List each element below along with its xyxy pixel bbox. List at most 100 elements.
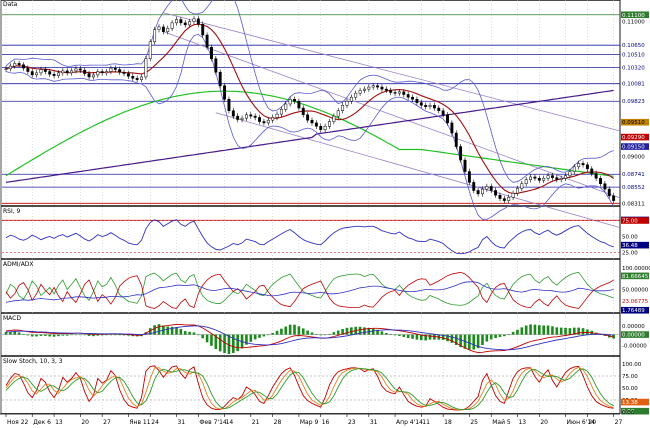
candle-body	[537, 178, 541, 181]
macd-hist-bar	[201, 334, 205, 339]
macd-hist-bar	[319, 334, 323, 336]
candle-body	[262, 121, 266, 124]
candle-body	[126, 73, 130, 77]
macd-hist-bar	[9, 331, 12, 335]
x-tick-label-7: 31	[177, 419, 185, 426]
price-tag-1: 0.11000	[622, 20, 645, 26]
macd-hist-bar	[446, 334, 449, 342]
rsi-tag-1: 50.00	[622, 235, 638, 241]
macd-hist-bar	[214, 334, 218, 349]
candle-body	[78, 68, 82, 71]
adx-tag-2: 50.00000	[622, 288, 649, 294]
candle-body	[577, 163, 581, 168]
macd-hist-bar	[26, 334, 30, 336]
macd-hist-bar	[306, 330, 309, 335]
macd-hist-bar	[538, 325, 541, 335]
rsi-panel: RSI, 9 75.00 50.00 36.48 25.00	[2, 208, 649, 257]
candle-body	[319, 126, 323, 130]
macd-hist-bar	[148, 328, 152, 335]
macd-hist-bar	[4, 331, 8, 335]
macd-hist-bar	[183, 331, 187, 335]
candle-body	[585, 164, 589, 170]
macd-hist-bar	[559, 327, 563, 335]
candle-body	[57, 72, 60, 76]
macd-hist-bar	[232, 334, 235, 354]
stoch-series-0	[5, 365, 614, 411]
candle-body	[428, 105, 432, 107]
candle-body	[61, 70, 65, 74]
adx-series-1	[5, 271, 614, 309]
candle-body	[279, 109, 283, 115]
candle-body	[249, 114, 253, 117]
candle-body	[17, 63, 21, 66]
macd-hist-bar	[376, 329, 379, 335]
price-tag-2: 0.10650	[622, 43, 645, 49]
macd-hist-bar	[179, 328, 183, 335]
macd-hist-bar	[245, 334, 248, 345]
x-tick-label-25: 27	[615, 419, 623, 426]
price-tag-9-bg	[621, 143, 649, 150]
candle-body	[341, 105, 345, 111]
candle-body	[39, 69, 43, 74]
candle-body	[253, 115, 257, 118]
candle-body	[22, 64, 25, 69]
price-tag-7-bg	[621, 118, 649, 126]
candle-body	[105, 71, 108, 74]
candle-body	[424, 105, 428, 107]
macd-hist-bar	[345, 327, 349, 335]
macd-hist-bar	[328, 334, 331, 335]
macd-hist-bar	[533, 324, 537, 335]
x-tick-label-2: 13	[55, 419, 63, 426]
adx-tag-3: 23.06775	[622, 299, 649, 305]
macd-hist-bar	[74, 334, 78, 336]
macd-hist-bar	[406, 334, 410, 339]
macd-hist-bar	[472, 334, 476, 350]
macd-hist-bar	[524, 325, 528, 335]
price-tag-10: 0.09000	[622, 155, 645, 161]
macd-hist-bar	[153, 325, 156, 335]
macd-hist-bar	[398, 334, 401, 336]
candle-body	[275, 113, 279, 118]
candle-body	[122, 71, 126, 74]
macd-hist-bar	[297, 326, 301, 335]
candle-body	[520, 183, 524, 189]
macd-hist-bar	[516, 329, 519, 335]
macd-hist-bar	[210, 334, 213, 346]
macd-hist-bar	[52, 334, 56, 337]
adx-panel: ADMI/ADX 100.00000 81.66645 50.00000 23.0677…	[3, 261, 650, 314]
candle-body	[607, 188, 611, 197]
candle-body	[271, 117, 275, 121]
x-tick-label-6: 24	[151, 419, 159, 426]
candle-body	[144, 58, 148, 78]
candle-body	[568, 171, 572, 176]
candle-body	[481, 188, 484, 195]
macd-hist-bar	[262, 334, 266, 337]
candle-body	[367, 86, 371, 90]
candle-body	[113, 67, 117, 70]
price-tag-0: 0.11100	[622, 13, 645, 19]
macd-hist-bar	[358, 326, 362, 335]
macd-hist-bar	[310, 332, 314, 335]
candle-body	[603, 183, 607, 190]
trend-channel-upper	[163, 12, 621, 132]
candle-body	[590, 168, 594, 174]
candle-body	[188, 21, 192, 26]
candle-body	[8, 65, 12, 70]
candle-body	[328, 121, 331, 127]
candle-body	[227, 98, 231, 111]
price-tag-4: 0.10320	[622, 65, 645, 71]
candle-body	[419, 102, 423, 106]
macd-hist-bar	[96, 334, 100, 336]
candle-body	[244, 114, 248, 119]
x-tick-label-16: Апр 4'14	[396, 419, 423, 426]
candle-body	[310, 119, 314, 124]
macd-signal-line	[5, 325, 614, 351]
candle-body	[183, 22, 187, 26]
price-tag-5: 0.10081	[622, 82, 645, 88]
price-tag-7: 0.09510	[622, 120, 645, 126]
price-tag-11: 0.08741	[622, 172, 645, 178]
macd-hist-bar	[83, 334, 86, 336]
bollinger-lower	[5, 33, 614, 220]
candle-body	[266, 119, 270, 124]
macd-hist-bar	[332, 332, 336, 335]
